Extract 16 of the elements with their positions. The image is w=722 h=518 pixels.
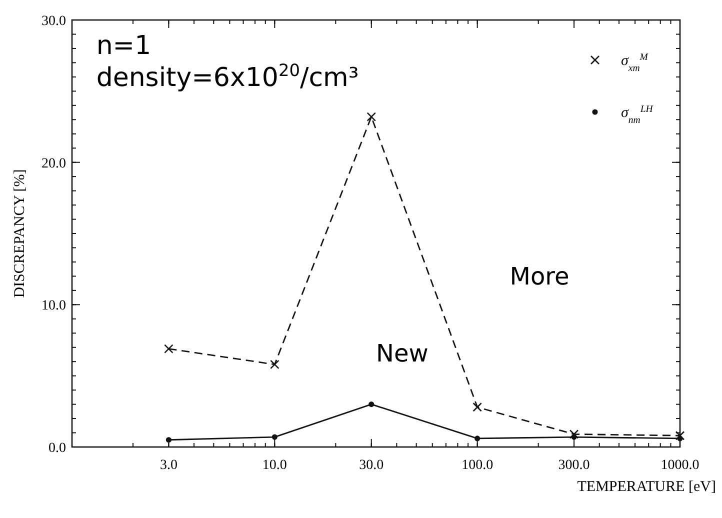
x-axis-title: TEMPERATURE [eV] <box>577 479 716 495</box>
x-tick-label: 30.0 <box>359 458 384 473</box>
annotation: More <box>510 262 570 291</box>
annotation: density=6x10$^{20}$/cm³ <box>96 60 359 94</box>
x-tick-label: 10.0 <box>262 458 287 473</box>
x-tick-label: 1000.0 <box>660 458 700 473</box>
x-tick-label: 100.0 <box>462 458 494 473</box>
y-axis-title: DISCREPANCY [%] <box>12 169 28 298</box>
y-tick-label: 30.0 <box>42 14 66 29</box>
annotation: New <box>376 340 428 368</box>
x-tick-label: 300.0 <box>558 458 590 473</box>
annotation: n=1 <box>96 31 152 62</box>
x-tick-label: 3.0 <box>160 458 178 473</box>
y-tick-label: 10.0 <box>42 298 66 314</box>
y-tick-label: 20.0 <box>42 156 66 172</box>
y-tick-label: 0.0 <box>48 441 66 456</box>
